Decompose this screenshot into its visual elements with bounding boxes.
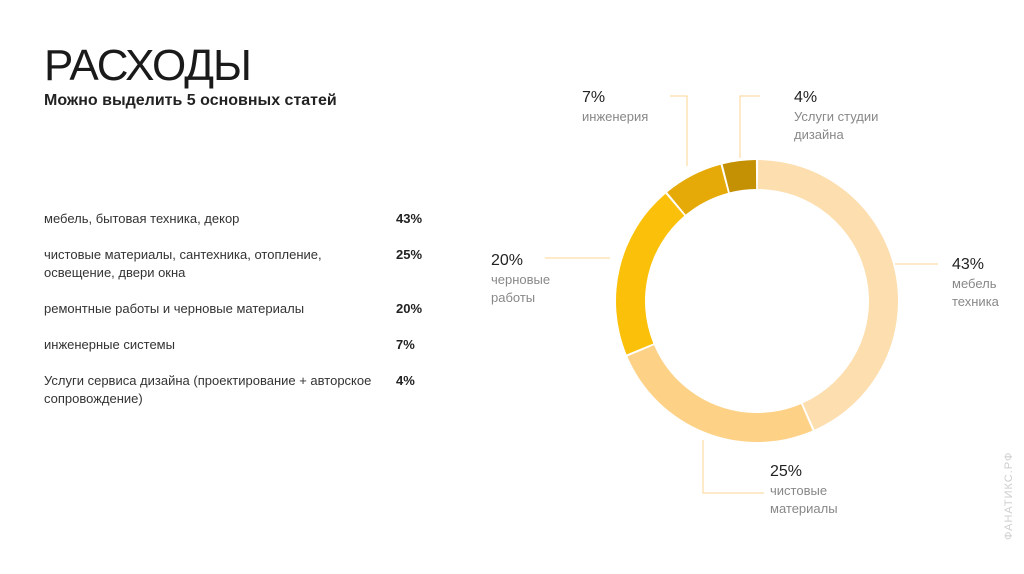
leader-line	[702, 440, 764, 494]
slice-percent-label: 4%	[794, 89, 817, 106]
page-title: РАСХОДЫ	[44, 41, 252, 90]
expense-item: инженерные системы 7%	[44, 336, 434, 372]
expense-item-percent: 25%	[396, 247, 423, 262]
slice-percent-label: 25%	[770, 463, 802, 480]
expense-item-label: чистовые материалы, сантехника, отоплени…	[44, 247, 322, 280]
slice-category-label: работы	[491, 290, 535, 305]
slice-percent-label: 7%	[582, 89, 605, 106]
expense-item-percent: 20%	[396, 301, 423, 316]
slice-percent-label: 43%	[952, 256, 984, 273]
expense-item-percent: 7%	[396, 337, 415, 352]
expense-item-percent: 4%	[396, 373, 415, 388]
donut-slice	[615, 193, 685, 355]
slice-category-label: мебель	[952, 276, 997, 291]
donut-slice	[757, 160, 899, 430]
expense-list: мебель, бытовая техника, декор 43% чисто…	[44, 210, 434, 412]
expense-item: мебель, бытовая техника, декор 43%	[44, 210, 434, 246]
expense-item-percent: 43%	[396, 211, 423, 226]
donut-slice	[627, 345, 813, 442]
watermark: ФАНАТИКС.РФ	[1003, 451, 1015, 540]
slice-percent-label: 20%	[491, 252, 523, 269]
slice-category-label: чистовые	[770, 483, 827, 498]
expense-item-label: мебель, бытовая техника, декор	[44, 211, 240, 226]
slice-category-label: Услуги студии	[794, 109, 878, 124]
expense-item-label: ремонтные работы и черновые материалы	[44, 301, 305, 316]
slice-category-label: техника	[952, 294, 1000, 309]
expense-item-label: Услуги сервиса дизайна (проектирование +…	[44, 373, 372, 406]
slice-category-label: дизайна	[794, 127, 844, 142]
donut-slice	[667, 164, 729, 215]
expense-item: ремонтные работы и черновые материалы 20…	[44, 300, 434, 336]
leader-line	[739, 95, 760, 158]
donut-slice	[722, 160, 757, 193]
slice-category-label: инженерия	[582, 109, 648, 124]
expense-item-label: инженерные системы	[44, 337, 175, 352]
expense-item: Услуги сервиса дизайна (проектирование +…	[44, 372, 434, 412]
expense-item: чистовые материалы, сантехника, отоплени…	[44, 246, 434, 300]
page-subtitle: Можно выделить 5 основных статей	[44, 92, 337, 109]
slice-category-label: материалы	[770, 501, 838, 516]
leader-line	[670, 95, 688, 166]
slice-category-label: черновые	[491, 272, 550, 287]
